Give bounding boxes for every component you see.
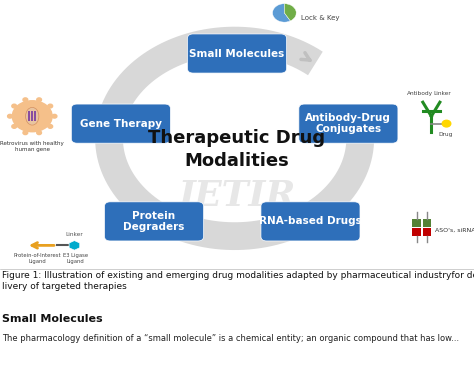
Bar	[31, 111, 33, 121]
FancyBboxPatch shape	[261, 202, 360, 241]
Text: Antibody: Antibody	[407, 91, 433, 96]
Circle shape	[8, 114, 12, 118]
Circle shape	[442, 120, 451, 127]
Circle shape	[37, 98, 42, 101]
Bar	[34, 111, 36, 121]
Text: Gene Therapy: Gene Therapy	[80, 118, 162, 129]
Bar	[412, 219, 421, 227]
Wedge shape	[284, 4, 296, 21]
Text: Small Molecules: Small Molecules	[2, 314, 103, 324]
Text: ASO's, siRNA: ASO's, siRNA	[435, 228, 474, 233]
Text: Therapeutic Drug
Modalities: Therapeutic Drug Modalities	[148, 130, 326, 169]
Text: Lock & Key: Lock & Key	[301, 15, 339, 21]
Bar	[423, 228, 431, 236]
Text: JETIR: JETIR	[178, 179, 296, 213]
Text: Figure 1: Illustration of existing and emerging drug modalities adapted by pharm: Figure 1: Illustration of existing and e…	[2, 271, 474, 291]
Text: Small Molecules: Small Molecules	[190, 48, 284, 59]
Text: Protein
Degraders: Protein Degraders	[123, 211, 185, 232]
Text: Drug: Drug	[438, 132, 453, 137]
Ellipse shape	[26, 107, 39, 125]
Circle shape	[12, 101, 52, 132]
FancyBboxPatch shape	[299, 104, 398, 143]
FancyBboxPatch shape	[187, 34, 286, 73]
Circle shape	[48, 104, 53, 108]
Text: RNA-based Drugs: RNA-based Drugs	[259, 216, 362, 227]
Text: The pharmacology definition of a “small molecule” is a chemical entity; an organ: The pharmacology definition of a “small …	[2, 334, 459, 343]
Wedge shape	[273, 4, 290, 22]
Text: Protein-of-Interest
Ligand: Protein-of-Interest Ligand	[13, 253, 61, 263]
Text: Retrovirus with healthy
human gene: Retrovirus with healthy human gene	[0, 141, 64, 152]
Circle shape	[48, 125, 53, 128]
Text: Antibody-Drug
Conjugates: Antibody-Drug Conjugates	[305, 113, 392, 134]
Bar	[28, 111, 30, 121]
Circle shape	[23, 131, 27, 135]
Bar	[412, 228, 421, 236]
FancyBboxPatch shape	[104, 202, 203, 241]
Text: E3 Ligase
Ligand: E3 Ligase Ligand	[63, 253, 89, 263]
Circle shape	[23, 98, 27, 101]
Circle shape	[37, 131, 42, 135]
Circle shape	[12, 104, 17, 108]
Bar	[423, 219, 431, 227]
Text: Linker: Linker	[65, 232, 83, 237]
FancyBboxPatch shape	[71, 104, 170, 143]
Text: Linker: Linker	[433, 91, 451, 96]
Circle shape	[52, 114, 57, 118]
Circle shape	[12, 125, 17, 128]
